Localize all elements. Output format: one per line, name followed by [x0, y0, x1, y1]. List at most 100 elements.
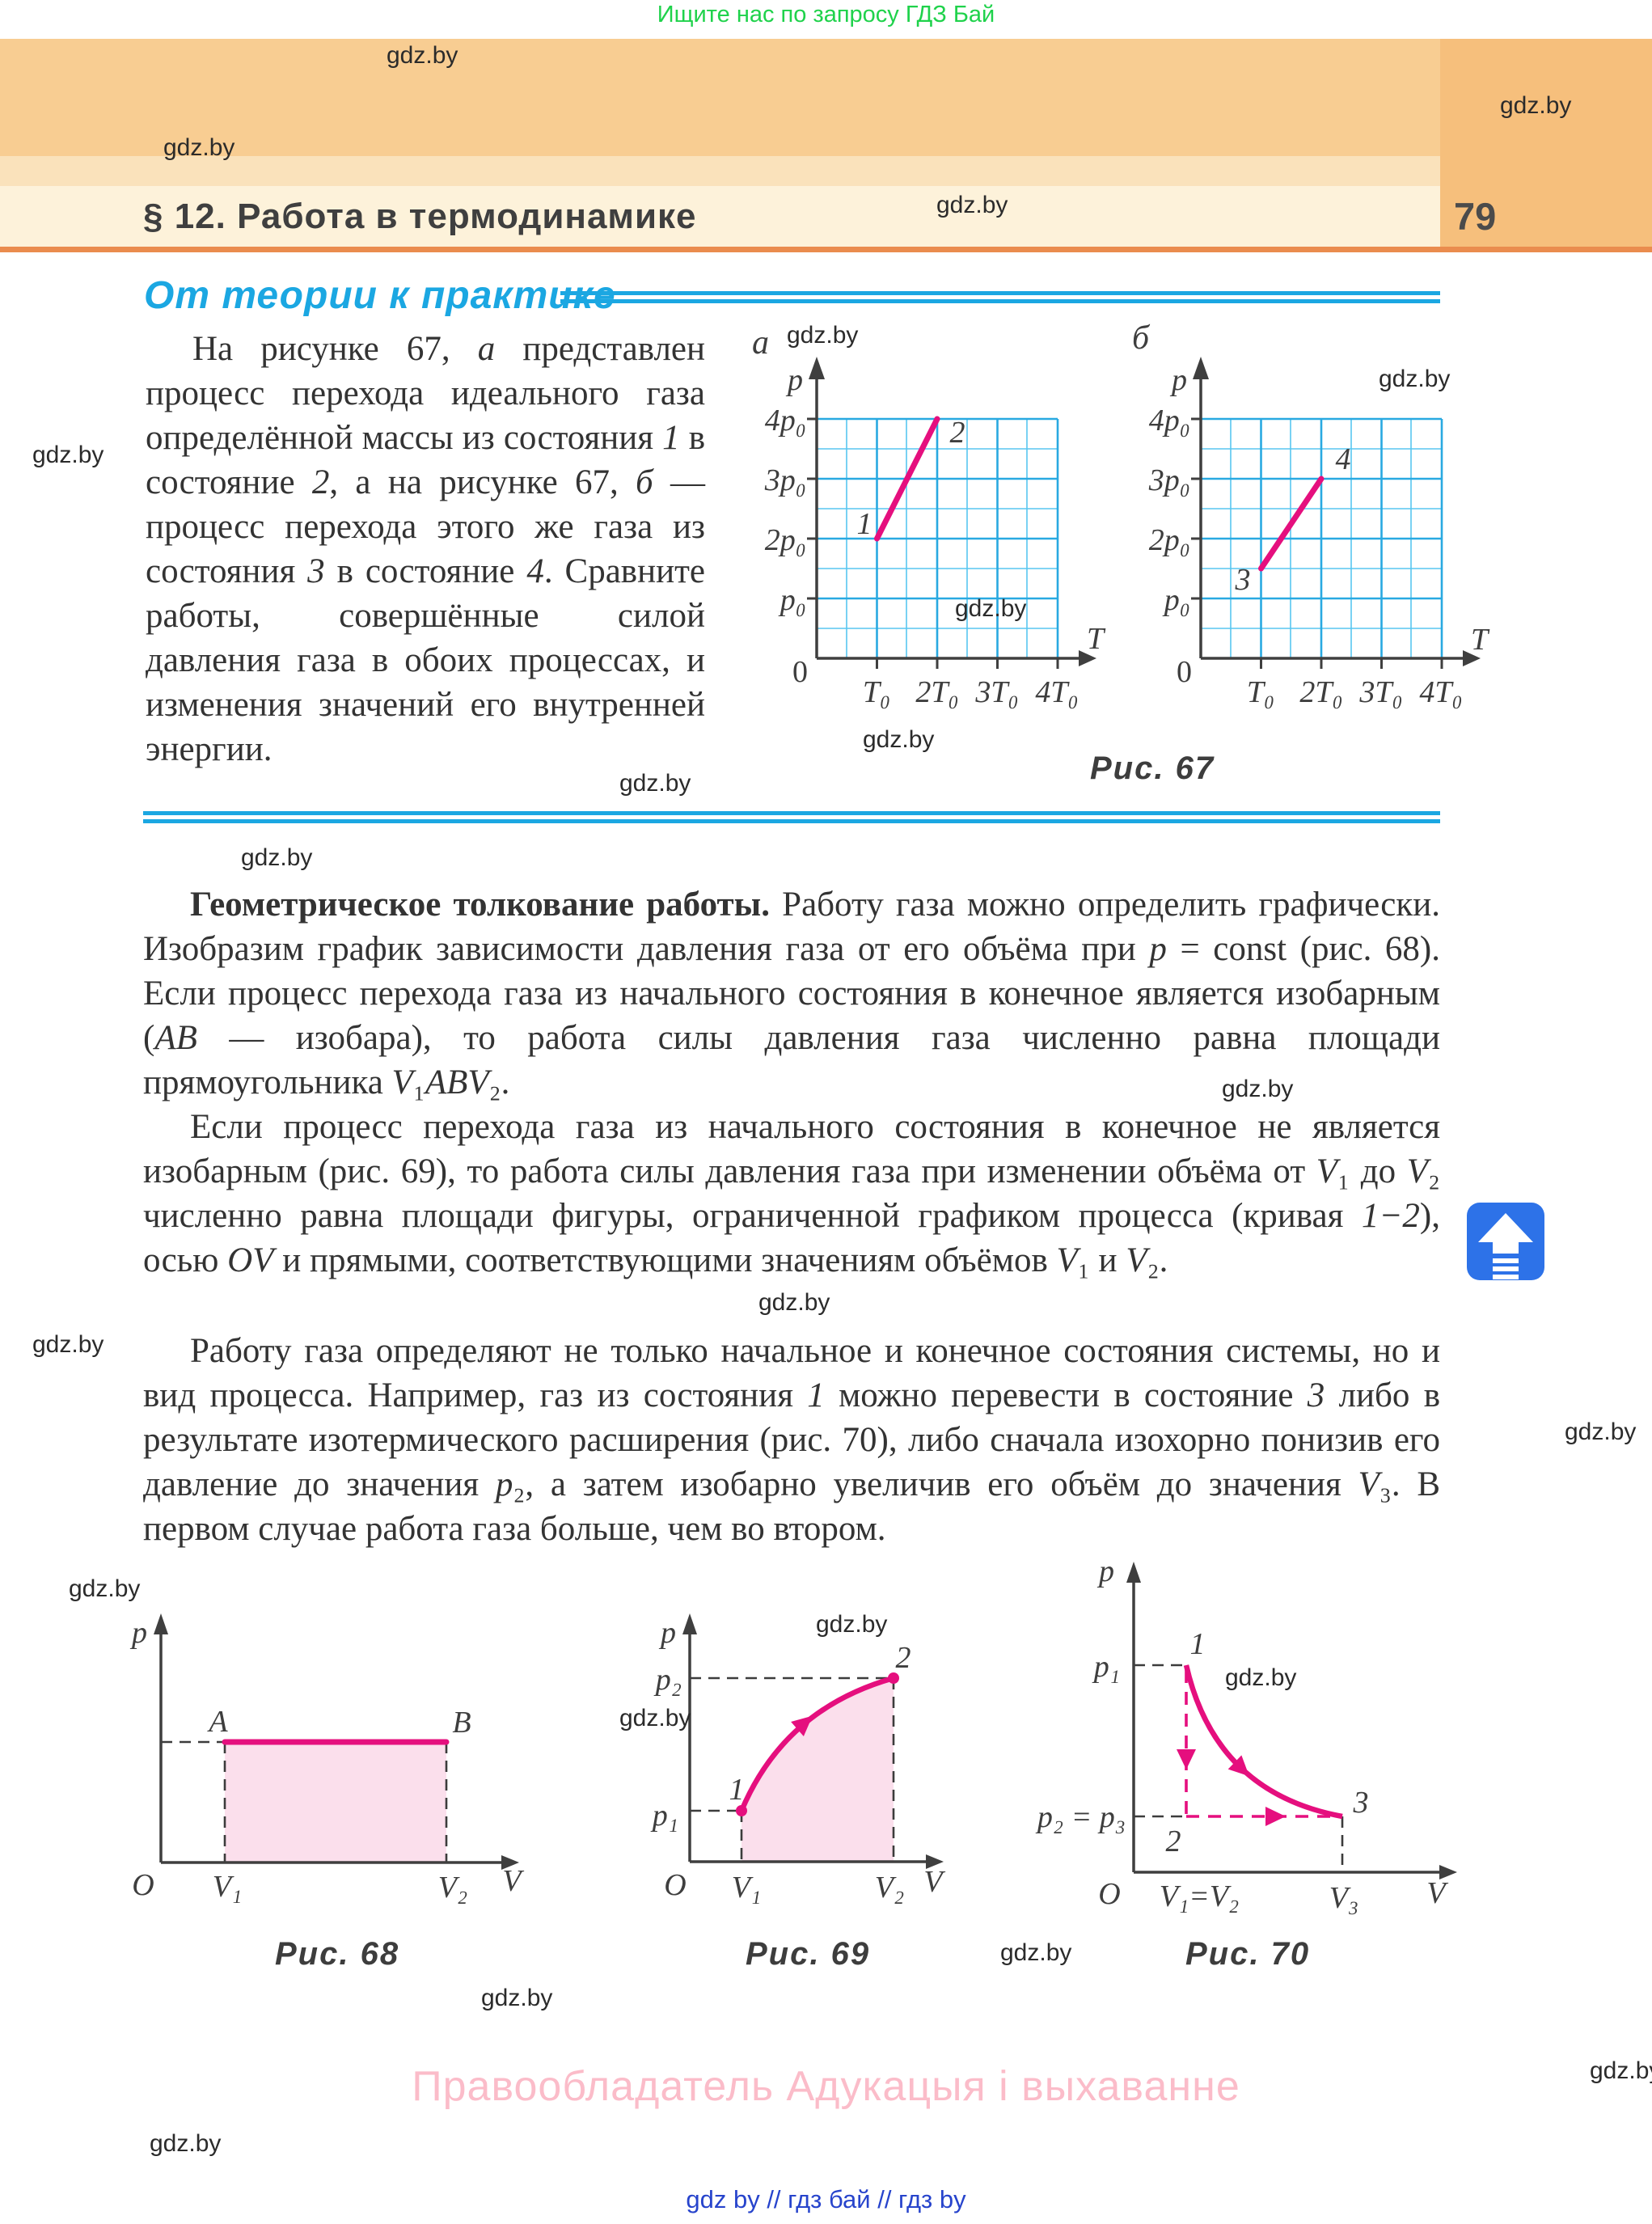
origin-label: 0: [792, 655, 808, 689]
y-tick-label-p1: p₁: [650, 1799, 678, 1833]
x-tick-label: 4T₀: [1035, 675, 1078, 709]
promo-banner: Ищите нас по запросу ГДЗ Бай: [657, 2, 995, 27]
paragraph-geometric: Геометрическое толкование работы. Работу…: [143, 886, 1441, 1101]
y-tick-label: 4p₀: [765, 404, 806, 438]
x-tick-label: 4T₀: [1419, 675, 1462, 709]
watermark: gdz.by: [619, 770, 691, 797]
watermark: gdz.by: [1000, 1939, 1072, 1966]
footer-links[interactable]: gdz by // гдз бай // гдз by: [686, 2185, 966, 2213]
curve-direction-arrow-icon: [1227, 1755, 1249, 1777]
dashed-guides: [690, 1676, 895, 1862]
x-tick-label: 3T₀: [974, 675, 1018, 709]
point-1-dot: [736, 1805, 747, 1816]
paragraph-nonisobaric: Если процесс перехода газа из начального…: [143, 1108, 1440, 1279]
up-arrow-icon: [1478, 1213, 1533, 1279]
watermark: gdz.by: [387, 42, 458, 69]
watermark: gdz.by: [481, 1985, 553, 2011]
x-tick-label-v2: V₂: [875, 1871, 904, 1905]
watermark: gdz.by: [69, 1575, 141, 1602]
y-tick-label: 2p₀: [1149, 523, 1190, 557]
theory-paragraph: На рисунке 67, а представлен процесс пер…: [146, 330, 706, 768]
x-tick-label: T₀: [863, 675, 890, 709]
x-axis-arrow-icon: [501, 1855, 519, 1870]
right-arrow-icon: [1265, 1807, 1286, 1826]
x-tick-label-v1: V₁: [213, 1870, 242, 1904]
y-axis-arrow-icon: [682, 1613, 697, 1634]
y-tick-label: 2p₀: [765, 523, 806, 557]
y-tick-label: 3p₀: [1148, 463, 1190, 497]
point-label-1: 1: [729, 1773, 745, 1807]
divider-rule: [143, 811, 1440, 823]
x-axis-arrow-icon: [1463, 650, 1481, 666]
x-axis-label: T: [1471, 623, 1490, 657]
header-band-main: [0, 39, 1652, 156]
header-band-light: [0, 156, 1652, 186]
shaded-area: [225, 1742, 446, 1862]
watermark: gdz.by: [150, 2130, 222, 2157]
y-tick-label: 4p₀: [1149, 404, 1190, 438]
point-label-4: 4: [1336, 442, 1351, 476]
header-band-right: [1440, 39, 1652, 247]
header-band-cream: [0, 186, 1652, 247]
y-axis-label: p: [658, 1616, 676, 1650]
y-tick-label-p2: p₂: [653, 1663, 682, 1697]
x-tick-label: 3T₀: [1358, 675, 1402, 709]
x-axis-label: T: [1087, 622, 1106, 656]
header-rule: [0, 247, 1652, 252]
watermark: gdz.by: [163, 134, 235, 161]
point-label-2: 2: [1166, 1824, 1181, 1858]
fig67-chart-a: p T 0 4p₀ 3p₀ 2p₀ p₀ T₀ 2T₀ 3T₀ 4T₀ 1 2: [764, 357, 1106, 709]
x-tick-label: 2T₀: [1299, 675, 1342, 709]
watermark: gdz.by: [1590, 2057, 1652, 2084]
point-label-B: B: [452, 1706, 471, 1740]
watermark: gdz.by: [1500, 92, 1572, 119]
page-number: 79: [1454, 195, 1497, 238]
point-label-1: 1: [1190, 1627, 1206, 1661]
fig69-chart: p V O p₂ p₁ 1 2 V₁ V₂: [650, 1613, 945, 1905]
y-tick-label-p2p3: p₂ = p₃: [1035, 1800, 1126, 1834]
shaded-area: [741, 1678, 894, 1862]
x-tick-label-v1v2: V₁=V₂: [1160, 1879, 1240, 1913]
watermark: gdz.by: [32, 442, 104, 468]
curve-direction-arrow-icon: [791, 1715, 813, 1737]
watermark: gdz.by: [787, 322, 859, 349]
fig69-caption: Рис. 69: [746, 1936, 871, 1972]
x-tick-label-v3: V₃: [1329, 1881, 1358, 1915]
fig68-caption: Рис. 68: [275, 1936, 400, 1972]
footer-copyright: Правообладатель Адукацыя і выхаванне: [412, 2063, 1240, 2110]
x-axis-label: V: [502, 1864, 524, 1898]
point-label-2: 2: [950, 416, 965, 450]
x-tick-label: 2T₀: [915, 675, 958, 709]
point-label-2: 2: [896, 1641, 911, 1675]
fig68-chart: p V O A B V₁ V₂: [129, 1613, 524, 1905]
fig67-panel-a-label: а: [752, 324, 769, 362]
origin-label: O: [664, 1868, 686, 1902]
y-axis-arrow-icon: [1193, 357, 1209, 379]
scroll-top-button[interactable]: [1466, 1202, 1545, 1281]
fig70-chart: p V O p₁ p₂ = p₃ 1 2 3 V₁=V₂ V₃: [1035, 1554, 1457, 1915]
watermark: gdz.by: [816, 1611, 888, 1638]
y-axis-arrow-icon: [154, 1613, 168, 1634]
fig67-caption: Рис. 67: [1090, 750, 1215, 786]
y-axis-label: p: [1169, 363, 1187, 397]
origin-label: O: [132, 1868, 154, 1902]
watermark: gdz.by: [32, 1331, 104, 1358]
y-axis-arrow-icon: [1126, 1562, 1141, 1583]
watermark: gdz.by: [1222, 1076, 1294, 1102]
axis-ticks: [807, 417, 1059, 669]
down-arrow-icon: [1177, 1749, 1196, 1769]
y-tick-label: 3p₀: [764, 463, 806, 497]
x-axis-arrow-icon: [1079, 650, 1096, 666]
fig67-chart-b: p T 0 4p₀ 3p₀ 2p₀ p₀ T₀ 2T₀ 3T₀ 4T₀ 3 4: [1148, 357, 1490, 709]
point-label-1: 1: [857, 507, 872, 541]
point-label-A: A: [206, 1705, 228, 1739]
origin-label: 0: [1177, 655, 1192, 689]
axis-ticks: [1191, 417, 1443, 669]
dashed-guides: [1134, 1664, 1344, 1872]
y-axis-arrow-icon: [809, 357, 825, 379]
watermark: gdz.by: [1565, 1419, 1637, 1445]
theory-rule: [560, 291, 1440, 303]
y-tick-label: p₀: [778, 583, 806, 617]
watermark: gdz.by: [241, 844, 313, 871]
